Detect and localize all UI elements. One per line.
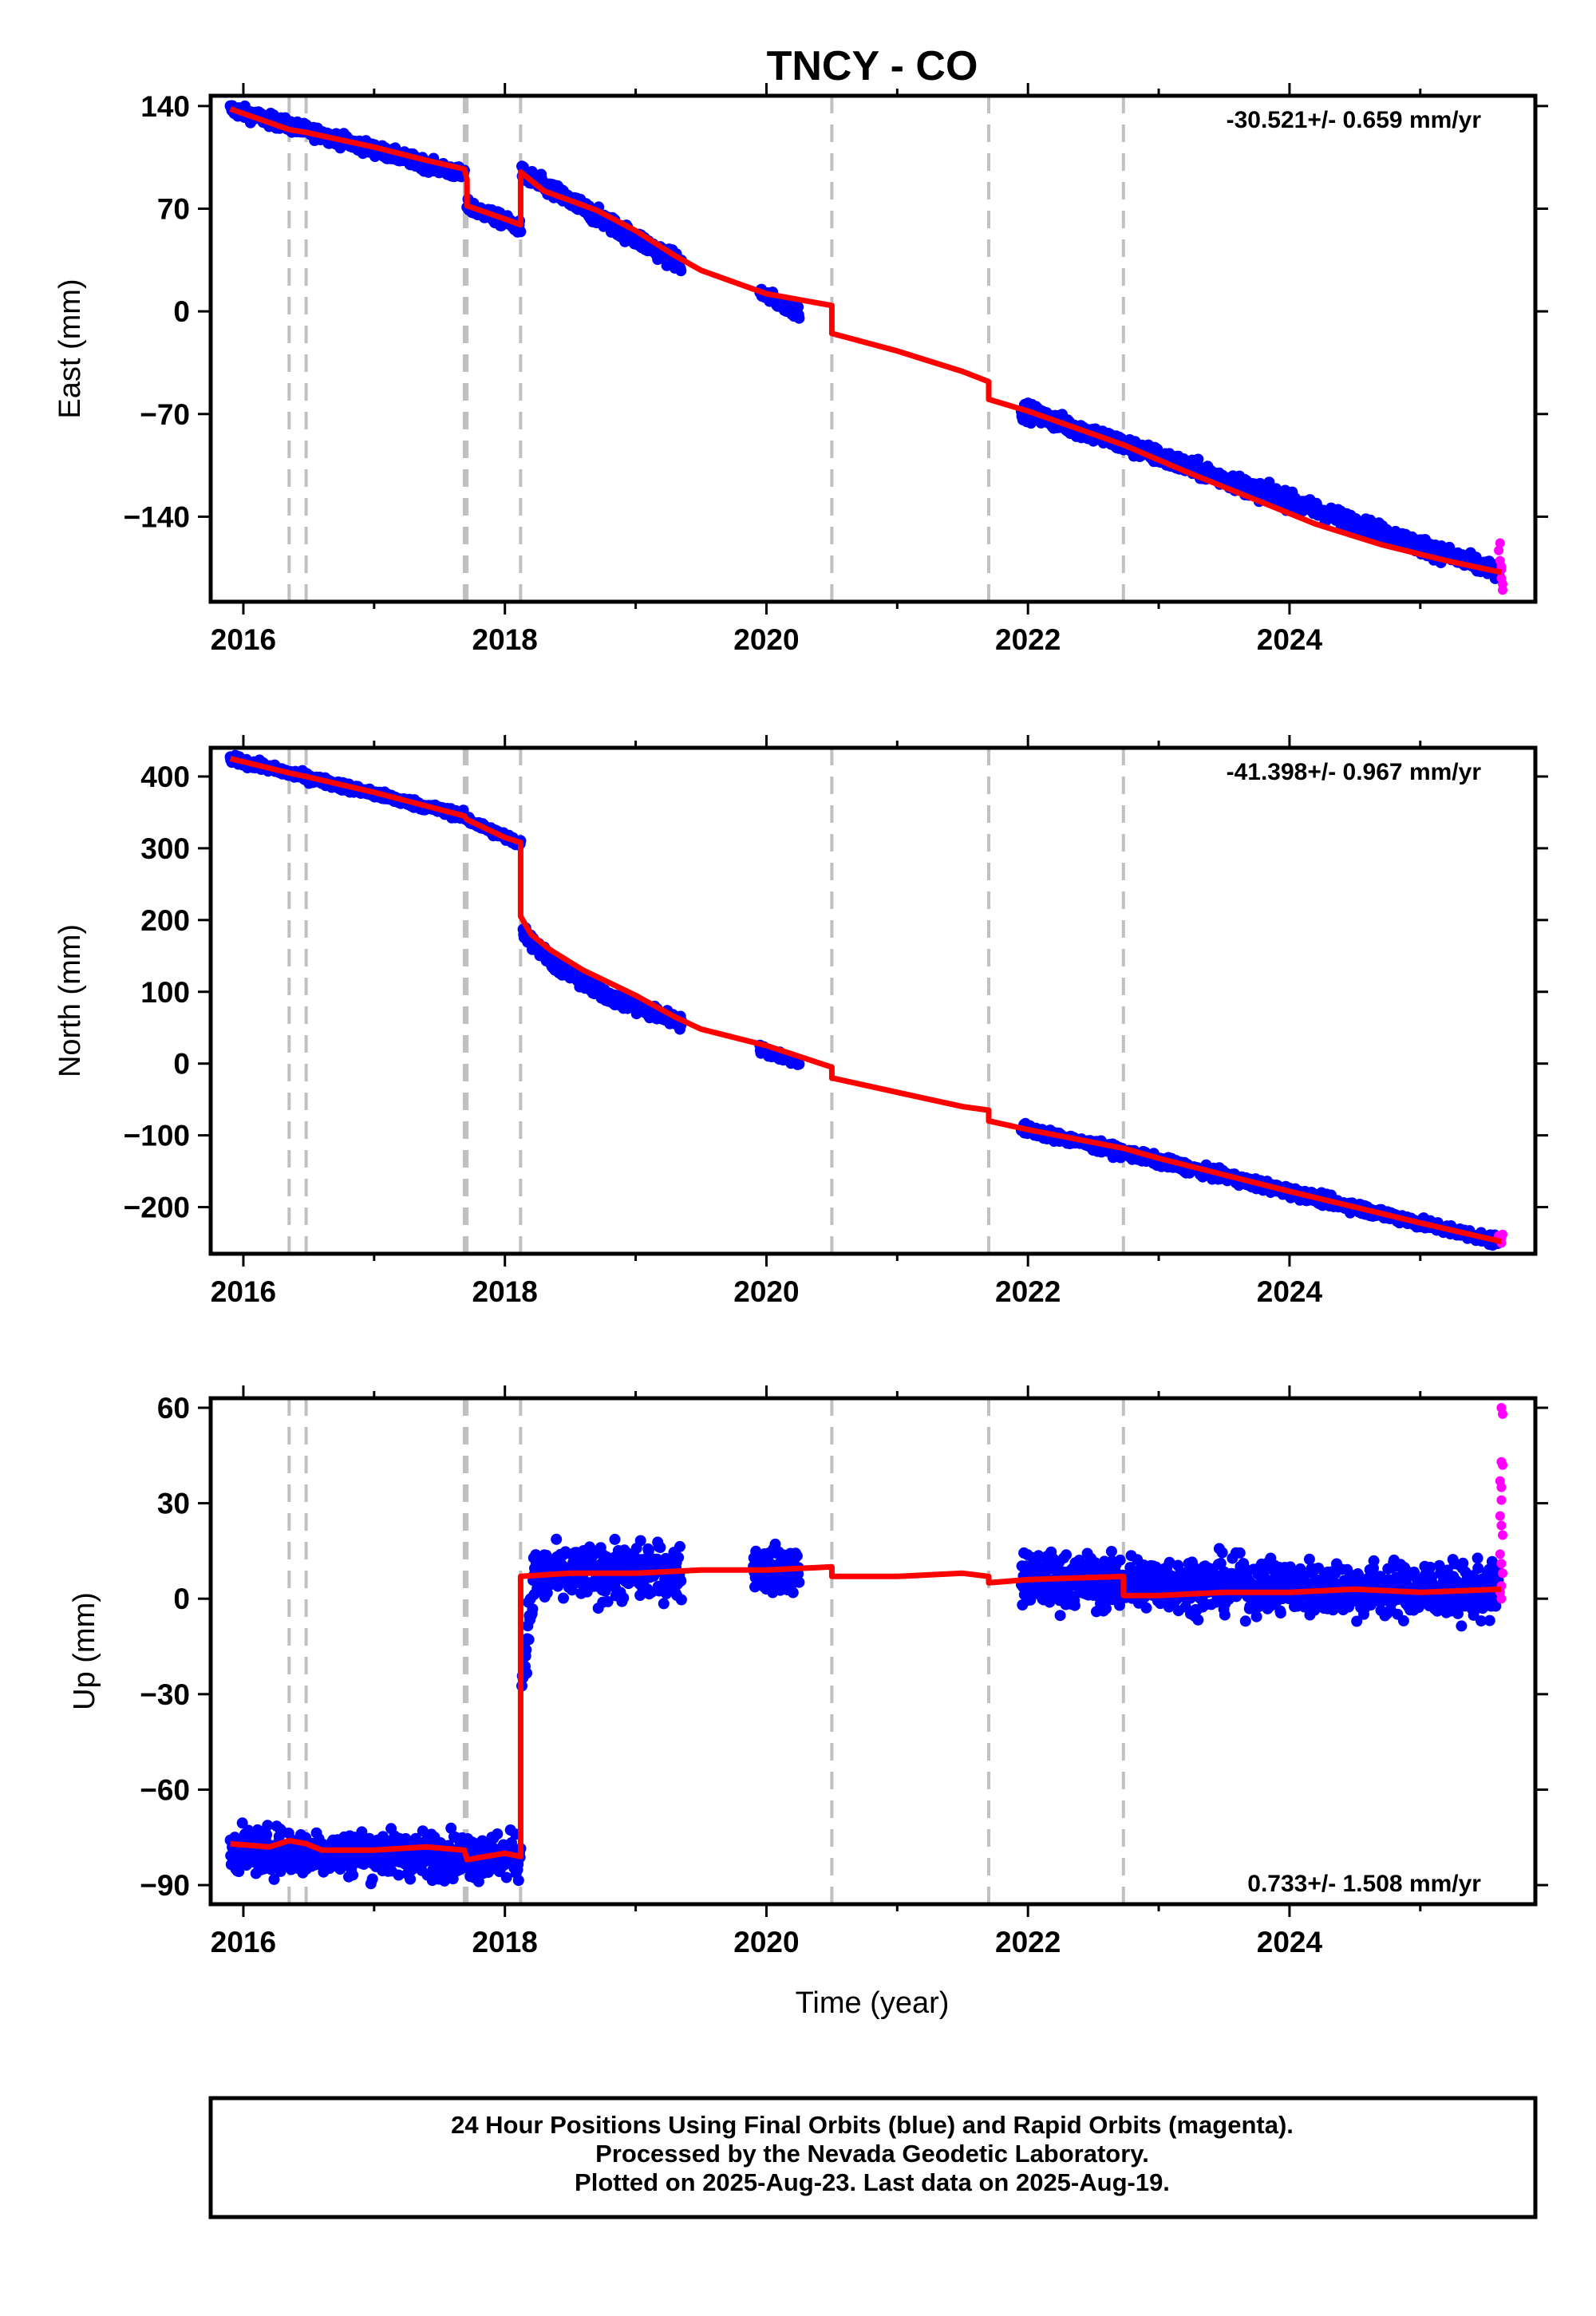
final-point bbox=[268, 1873, 280, 1885]
final-point bbox=[541, 1587, 553, 1599]
x-tick-label: 2020 bbox=[733, 1275, 799, 1308]
rapid-point bbox=[1494, 545, 1504, 555]
y-tick-label: −140 bbox=[124, 500, 190, 533]
final-point bbox=[262, 1820, 274, 1832]
y-tick-label: 70 bbox=[157, 193, 190, 226]
y-tick-label: 0 bbox=[173, 295, 190, 328]
final-point bbox=[793, 1576, 805, 1588]
final-point bbox=[523, 1634, 535, 1646]
east-panel: 2016 2018 2020 2022 2024 140 70 0 −70 −140 East (m… bbox=[53, 83, 1548, 656]
plot-frame bbox=[208, 745, 1538, 1256]
y-tick-label: 300 bbox=[140, 832, 190, 865]
final-point bbox=[658, 1598, 670, 1610]
final-point bbox=[515, 226, 527, 238]
final-point bbox=[484, 1864, 496, 1876]
final-point bbox=[675, 1575, 687, 1587]
y-tick-label: 200 bbox=[140, 904, 190, 937]
final-point bbox=[634, 1535, 646, 1547]
x-tick-label: 2018 bbox=[472, 623, 538, 656]
final-point bbox=[793, 1058, 805, 1070]
rate-annotation: -30.521+/- 0.659 mm/yr bbox=[1227, 107, 1482, 133]
final-point bbox=[393, 1869, 405, 1881]
final-point bbox=[405, 1873, 417, 1885]
final-point bbox=[261, 1828, 273, 1840]
x-tick-label: 2024 bbox=[1257, 623, 1323, 656]
rate-annotation: -41.398+/- 0.967 mm/yr bbox=[1227, 759, 1482, 785]
plot-frame bbox=[208, 93, 1538, 604]
final-point bbox=[675, 1594, 687, 1606]
y-tick-label: −200 bbox=[124, 1192, 190, 1224]
final-point bbox=[366, 1873, 378, 1885]
plot-area bbox=[224, 748, 1507, 1254]
final-point bbox=[527, 1603, 539, 1615]
final-point bbox=[472, 1875, 484, 1887]
rapid-point bbox=[1498, 585, 1507, 595]
final-point bbox=[236, 1817, 248, 1829]
rapid-point bbox=[1496, 561, 1507, 571]
y-axis-label: East (mm) bbox=[53, 279, 87, 418]
y-tick-label: −100 bbox=[124, 1120, 190, 1152]
x-tick-label: 2016 bbox=[211, 623, 276, 656]
final-point bbox=[674, 1540, 685, 1552]
final-point bbox=[673, 1551, 685, 1563]
plot-area bbox=[224, 96, 1507, 602]
final-point bbox=[492, 1828, 504, 1840]
final-point bbox=[793, 312, 805, 324]
x-tick-label: 2022 bbox=[995, 623, 1061, 656]
x-tick-label: 2016 bbox=[211, 1275, 276, 1308]
y-tick-label: 100 bbox=[140, 976, 190, 1009]
figure-title: TNCY - CO bbox=[767, 43, 978, 89]
final-point bbox=[642, 1545, 654, 1557]
y-axis-label: North (mm) bbox=[53, 924, 87, 1077]
final-point bbox=[500, 1871, 512, 1883]
x-tick-label: 2018 bbox=[472, 1275, 538, 1308]
final-point bbox=[558, 1592, 569, 1604]
final-point bbox=[787, 1587, 799, 1599]
y-tick-label: 0 bbox=[173, 1048, 190, 1081]
x-tick-label: 2020 bbox=[733, 623, 799, 656]
final-point bbox=[602, 1595, 614, 1607]
final-point bbox=[675, 265, 687, 277]
y-tick-label: 140 bbox=[140, 90, 190, 123]
y-tick-label: −70 bbox=[140, 398, 190, 431]
final-point bbox=[521, 1667, 532, 1679]
final-point bbox=[445, 1822, 457, 1834]
final-point bbox=[233, 1866, 245, 1877]
final-point bbox=[551, 1533, 563, 1545]
model-line bbox=[229, 756, 1503, 1245]
final-point bbox=[609, 1533, 621, 1545]
x-tick-label: 2022 bbox=[995, 1275, 1061, 1308]
final-point bbox=[600, 1551, 612, 1563]
final-point bbox=[356, 1826, 368, 1838]
plot-area bbox=[224, 1398, 1507, 1904]
rapid-point bbox=[1495, 538, 1505, 548]
final-point bbox=[347, 1869, 359, 1881]
final-point bbox=[512, 1875, 524, 1887]
north-panel: 2016 2018 2020 2022 2024 400 300 200 100 0 −100 −20… bbox=[53, 735, 1548, 1308]
model-line bbox=[229, 106, 1503, 575]
final-point bbox=[654, 1542, 666, 1553]
x-tick-label: 2024 bbox=[1257, 1275, 1323, 1308]
final-point bbox=[618, 1592, 630, 1604]
y-tick-label: 400 bbox=[140, 761, 190, 793]
final-point bbox=[566, 1584, 578, 1596]
final-point bbox=[791, 1550, 803, 1562]
